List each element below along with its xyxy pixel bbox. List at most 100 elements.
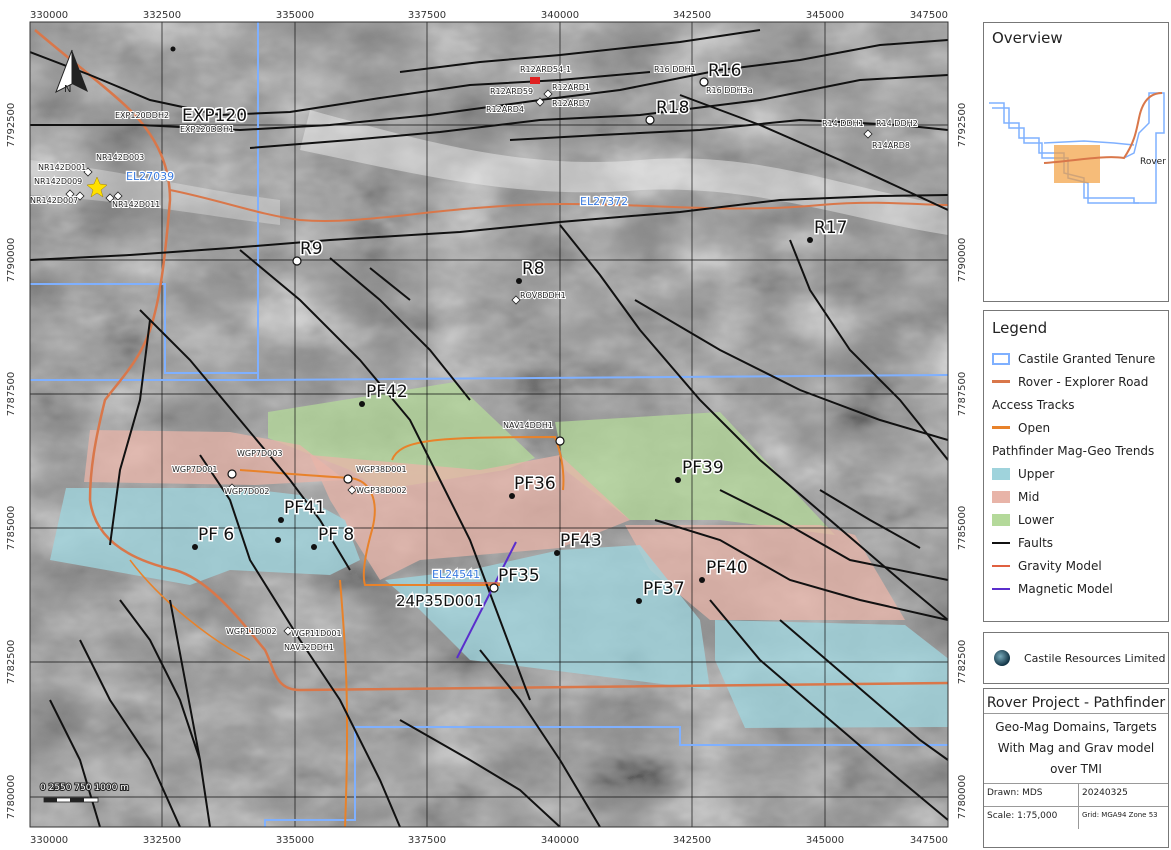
map-frame <box>29 21 949 828</box>
overview-title: Overview <box>992 29 1063 47</box>
legend-label-gravity: Gravity Model <box>1018 558 1102 573</box>
x-axis-ticks: 330000 330000 332500 332500 335000 335000 3375… <box>30 10 948 846</box>
drawn-by: Drawn: MDS <box>984 784 1079 807</box>
legend-item-lower: Lower <box>984 508 1168 531</box>
domain-upper-east <box>715 620 948 728</box>
y-tick-label-left: 7790000 <box>6 238 17 283</box>
legend-label-magnetic: Magnetic Model <box>1018 581 1113 596</box>
legend-label-faults: Faults <box>1018 535 1054 550</box>
faults-swatch <box>992 541 1010 544</box>
label-pf41: PF41 <box>284 498 326 518</box>
x-tick-label-top: 330000 <box>30 10 68 21</box>
label-r12ard7: R12ARD7 <box>552 99 590 108</box>
legend-item-magnetic: Magnetic Model <box>984 577 1168 600</box>
tenure-boundaries <box>30 22 948 827</box>
x-tick-label-top: 342500 <box>673 10 711 21</box>
legend-label-mid: Mid <box>1018 489 1040 504</box>
tenement-labels: EL27039 EL27372 EL24541 <box>125 169 630 583</box>
label-r9: R9 <box>300 239 323 259</box>
y-tick-label-right: 7792500 <box>957 103 968 148</box>
company-box: Castile Resources Limited <box>983 632 1169 684</box>
company-name: Castile Resources Limited <box>1024 651 1166 665</box>
label-pf43: PF43 <box>560 531 602 551</box>
x-tick-label-top: 347500 <box>910 10 948 21</box>
label-wgp7d002: WGP7D002 <box>224 487 269 496</box>
legend-title: Legend <box>992 319 1048 337</box>
map-panel[interactable]: EXP120 R16 R18 R17 R9 R8 PF42 PF39 PF36 … <box>0 0 978 850</box>
label-r16: R16 <box>708 61 741 81</box>
map-grid: Grid: MGA94 Zone 53 <box>1082 811 1158 819</box>
overview-map: Rover 1 <box>989 92 1168 204</box>
mag-geo-domains <box>50 382 948 728</box>
x-tick-label-bottom: 345000 <box>806 835 844 846</box>
coordinate-grid <box>29 22 949 827</box>
title-block: Rover Project - Pathfinder Geo-Mag Domai… <box>983 688 1169 848</box>
legend-item-road: Rover - Explorer Road <box>984 370 1168 393</box>
overview-rover-label: Rover 1 <box>1140 157 1168 167</box>
north-label: N <box>64 84 71 95</box>
label-24p35d001: 24P35D001 <box>396 592 483 610</box>
label-pf36: PF36 <box>514 474 556 494</box>
target-labels: EXP120 R16 R18 R17 R9 R8 PF42 PF39 PF36 … <box>181 60 849 612</box>
label-r14ddh1: R14 DDH1 <box>822 119 864 128</box>
x-tick-label-bottom: 347500 <box>910 835 948 846</box>
legend-item-upper: Upper <box>984 462 1168 485</box>
title-block-grid: Drawn: MDS 20240325 Scale: 1:75,000 Grid… <box>984 784 1168 829</box>
tenure-swatch <box>992 352 1010 365</box>
label-r8: R8 <box>522 259 545 279</box>
legend-item-tenure: Castile Granted Tenure <box>984 347 1168 370</box>
y-tick-label-right: 7785000 <box>957 506 968 551</box>
label-exp120ddh2: EXP120DDH2 <box>115 111 169 120</box>
domain-upper-west <box>50 488 360 585</box>
x-tick-label-bottom: 337500 <box>408 835 446 846</box>
x-tick-label-bottom: 330000 <box>30 835 68 846</box>
y-tick-label-left: 7787500 <box>6 372 17 417</box>
domain-mid-central <box>310 455 630 580</box>
drawn-date: 20240325 <box>1079 784 1168 807</box>
legend-heading-trends: Pathfinder Mag-Geo Trends <box>992 443 1155 458</box>
legend-label-lower: Lower <box>1018 512 1054 527</box>
y-tick-label-left: 7782500 <box>6 640 17 685</box>
y-tick-label-right: 7787500 <box>957 372 968 417</box>
domain-mid-west <box>84 430 345 485</box>
open-track-swatch <box>992 426 1010 429</box>
label-wgp7d001: WGP7D001 <box>172 465 217 474</box>
label-el27039: EL27039 <box>126 170 174 183</box>
x-tick-label-bottom: 342500 <box>673 835 711 846</box>
x-tick-label-top: 340000 <box>541 10 579 21</box>
label-pf8: PF 8 <box>318 525 354 545</box>
legend-heading-access: Access Tracks <box>992 397 1075 412</box>
label-nr142d009: NR142D009 <box>34 177 82 186</box>
label-r12ard54-1: R12ARD54-1 <box>520 65 571 74</box>
x-tick-label-bottom: 332500 <box>143 835 181 846</box>
y-tick-label-left: 7780000 <box>6 775 17 820</box>
label-wgp38d002: WGP38D002 <box>356 486 407 495</box>
legend-item-mid: Mid <box>984 485 1168 508</box>
label-pf42: PF42 <box>366 382 408 402</box>
label-r12ard4: R12ARD4 <box>486 105 524 114</box>
x-tick-label-top: 345000 <box>806 10 844 21</box>
label-pf6: PF 6 <box>198 525 234 545</box>
map-canvas[interactable]: EXP120 R16 R18 R17 R9 R8 PF42 PF39 PF36 … <box>0 0 978 850</box>
model-lines <box>430 541 517 659</box>
magnetic-model-line <box>456 541 517 659</box>
y-tick-label-left: 7792500 <box>6 103 17 148</box>
mid-swatch <box>992 490 1010 503</box>
map-scale: Scale: 1:75,000 <box>984 807 1079 829</box>
legend-label-upper: Upper <box>1018 466 1055 481</box>
north-arrow: N <box>55 49 88 95</box>
scale-bar: 0 2550 750 1000 m <box>39 782 130 803</box>
label-wgp7d003: WGP7D003 <box>237 449 282 458</box>
label-nr142d003: NR142D003 <box>96 153 144 162</box>
label-nr142d011: NR142D011 <box>112 200 160 209</box>
x-tick-label-bottom: 335000 <box>276 835 314 846</box>
legend-label-tenure: Castile Granted Tenure <box>1018 351 1156 366</box>
label-rov8ddh1: ROV8DDH1 <box>520 291 566 300</box>
x-tick-label-top: 337500 <box>408 10 446 21</box>
y-tick-label-left: 7785000 <box>6 506 17 551</box>
label-r16ddh1: R16 DDH1 <box>654 65 696 74</box>
y-tick-label-right: 7782500 <box>957 640 968 685</box>
label-r14ddh2: R14 DDH2 <box>876 119 918 128</box>
domain-upper-central <box>385 545 710 690</box>
legend-item-open: Open <box>984 416 1168 439</box>
